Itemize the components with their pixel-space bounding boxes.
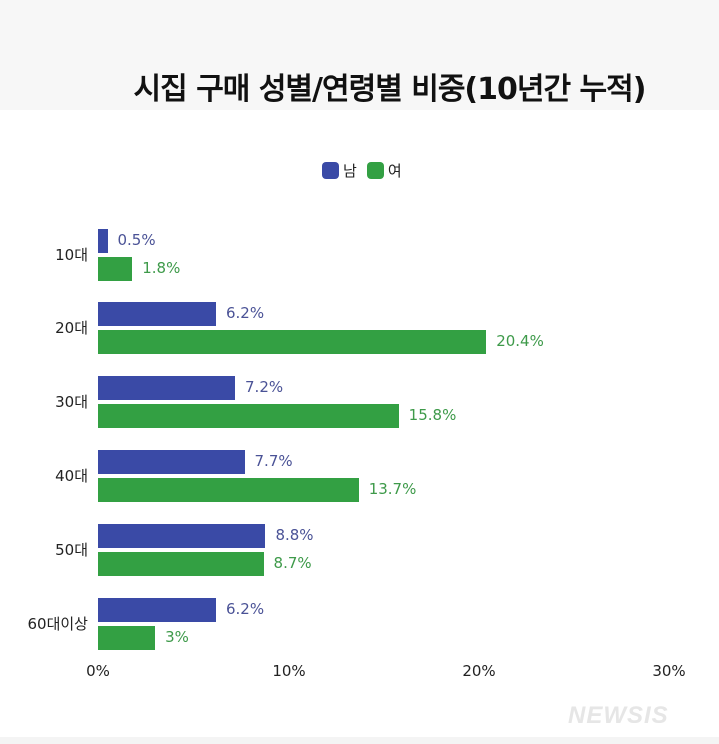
value-label-male: 6.2% (225, 600, 265, 618)
category-label: 10대 (55, 246, 88, 264)
bar-female (98, 552, 264, 576)
bar-female (98, 257, 133, 281)
bar-female (98, 478, 359, 502)
legend-item-male: 남 (322, 160, 357, 181)
x-tick-30: 30% (652, 662, 686, 680)
legend-swatch-male (322, 162, 339, 179)
legend-label-male: 남 (343, 162, 357, 180)
value-label-female: 13.7% (368, 480, 417, 498)
category-label: 20대 (55, 319, 88, 337)
legend-swatch-female (366, 162, 384, 179)
category-label: 40대 (55, 467, 88, 485)
bar-female (98, 404, 399, 428)
bar-male (98, 376, 236, 400)
x-tick-20: 20% (462, 662, 496, 680)
value-label-male: 7.7% (254, 452, 293, 470)
footer-band (0, 737, 719, 744)
header-band (0, 0, 719, 110)
bar-male (98, 229, 108, 253)
value-label-female: 3% (165, 628, 189, 646)
legend-item-female: 여 (366, 160, 402, 181)
bar-male (98, 302, 216, 326)
value-label-female: 15.8% (408, 406, 457, 424)
x-tick-0: 0% (86, 662, 110, 680)
bar-male (98, 524, 266, 548)
value-label-female: 20.4% (496, 332, 544, 350)
chart-title: 시집 구매 성별/연령별 비중(10년간 누적) (133, 72, 647, 107)
category-label: 60대이상 (27, 615, 89, 633)
value-label-male: 0.5% (117, 231, 156, 249)
value-label-male: 6.2% (225, 304, 265, 322)
x-tick-10: 10% (272, 662, 306, 680)
bar-female (98, 626, 156, 650)
value-label-female: 8.7% (273, 554, 312, 572)
category-label: 30대 (55, 393, 88, 411)
bar-male (98, 450, 245, 474)
value-label-male: 7.2% (245, 378, 284, 396)
bar-female (98, 330, 487, 354)
value-label-male: 8.8% (275, 526, 314, 544)
legend: 남 여 (322, 160, 412, 181)
legend-label-female: 여 (387, 162, 402, 180)
category-label: 50대 (55, 541, 88, 559)
newsis-watermark: NEWSIS (568, 702, 669, 729)
bar-male (98, 598, 216, 622)
value-label-female: 1.8% (142, 259, 181, 277)
